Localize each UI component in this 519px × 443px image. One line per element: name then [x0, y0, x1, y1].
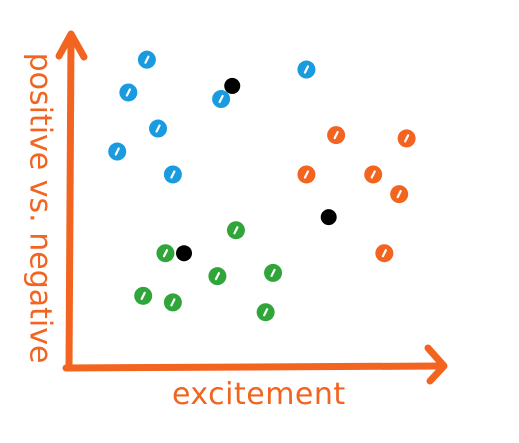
orange-point	[397, 129, 416, 148]
blue-point	[108, 142, 127, 161]
x-axis-line	[62, 362, 444, 372]
blue-point	[163, 165, 182, 184]
data-points	[108, 50, 416, 322]
green-point	[163, 293, 182, 312]
x-axis-label: excitement	[172, 377, 346, 412]
blue-point	[212, 90, 231, 109]
y-axis-label: positive vs. negative	[22, 52, 58, 364]
y-axis-line	[65, 36, 75, 372]
x-axis-arrowhead	[424, 344, 448, 385]
green-point	[264, 263, 283, 282]
orange-point	[375, 244, 394, 263]
orange-point	[364, 165, 383, 184]
green-point	[256, 303, 275, 322]
blue-point	[137, 50, 156, 69]
centroid-point	[224, 77, 241, 94]
orange-point	[327, 126, 346, 145]
axes	[55, 30, 448, 385]
orange-point	[297, 165, 316, 184]
blue-point	[297, 60, 316, 79]
green-point	[208, 267, 227, 286]
green-point	[156, 244, 175, 263]
blue-point	[149, 119, 168, 138]
green-point	[134, 286, 153, 305]
blue-point	[119, 83, 138, 102]
centroid-point	[176, 245, 193, 262]
orange-point	[390, 185, 409, 204]
centroid-point	[320, 209, 337, 226]
green-point	[226, 221, 245, 240]
y-axis-arrowhead	[55, 30, 88, 61]
